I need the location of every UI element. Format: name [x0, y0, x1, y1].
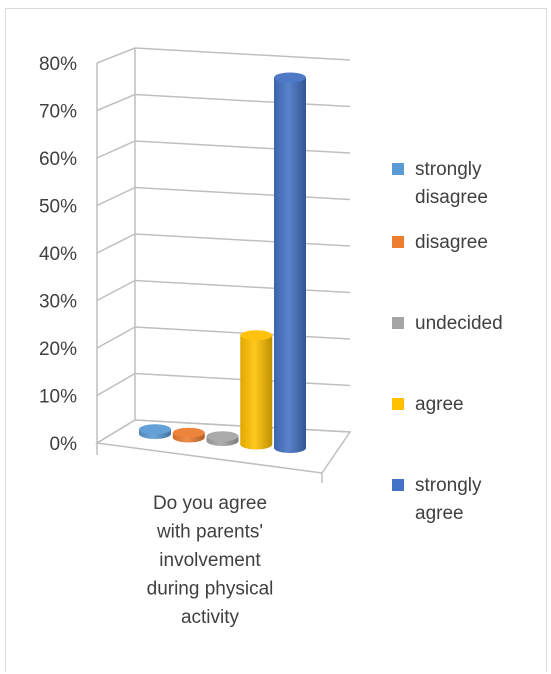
y-tick-label: 70% — [39, 102, 77, 123]
bar-cylinder — [139, 424, 171, 439]
y-tick-label: 80% — [39, 54, 77, 75]
legend-label: disagree — [415, 232, 488, 253]
y-tick-label: 0% — [50, 434, 78, 455]
gridline-back-wall — [134, 186, 351, 201]
legend: stronglydisagreedisagreeundecidedagreest… — [392, 159, 503, 524]
legend-label: disagree — [415, 187, 488, 208]
gridline-back-wall — [134, 140, 351, 154]
legend-swatch — [392, 479, 404, 491]
legend-item: strongly disagree — [392, 159, 488, 208]
category-label-line: Do you agree — [153, 493, 267, 514]
gridlines — [96, 47, 351, 444]
gridline-left-wall — [96, 326, 136, 349]
legend-label: undecided — [415, 313, 503, 334]
category-label-line: involvement — [159, 550, 261, 571]
legend-swatch — [392, 398, 404, 410]
y-tick-label: 10% — [39, 387, 77, 408]
bar-top — [139, 424, 171, 435]
legend-item: disagree — [392, 232, 488, 253]
y-tick-label: 40% — [39, 244, 77, 265]
bar-body — [274, 77, 306, 453]
legend-label: strongly — [415, 159, 482, 180]
legend-swatch — [392, 163, 404, 175]
gridline-left-wall — [96, 140, 136, 159]
gridline-left-wall — [96, 186, 136, 207]
y-tick-label: 30% — [39, 292, 77, 313]
bar-top — [274, 72, 306, 83]
gridline-back-wall — [134, 279, 351, 294]
legend-label: strongly — [415, 475, 482, 496]
y-tick-label: 60% — [39, 149, 77, 170]
floor-outline — [94, 419, 352, 474]
gridline-left-wall — [96, 47, 136, 64]
category-label: Do you agree with parents' involvement duri… — [147, 493, 274, 628]
bar-cylinder — [240, 330, 273, 450]
bar-cylinder — [274, 72, 306, 453]
gridline-back-wall — [134, 47, 351, 61]
gridline-left-wall — [96, 419, 136, 444]
legend-item: undecided — [392, 313, 503, 334]
bar-top — [206, 431, 239, 442]
gridline-left-wall — [96, 372, 136, 397]
gridline-left-wall — [96, 279, 136, 302]
bars — [139, 72, 306, 453]
legend-item: strongly agree — [392, 475, 482, 524]
bar-top — [172, 427, 205, 438]
chart-frame — [5, 8, 547, 672]
y-tick-label: 50% — [39, 197, 77, 218]
bar-body — [240, 335, 273, 450]
legend-swatch — [392, 236, 404, 248]
category-label-line: activity — [181, 607, 240, 628]
chart-walls — [94, 48, 352, 483]
gridline-back-wall — [134, 93, 351, 108]
legend-swatch — [392, 317, 404, 329]
category-label-line: during physical — [147, 579, 274, 600]
legend-label: agree — [415, 394, 464, 415]
bar-cylinder — [172, 427, 205, 443]
legend-item: agree — [392, 394, 464, 415]
bar-cylinder — [206, 431, 239, 447]
gridline-left-wall — [96, 233, 136, 254]
legend-label: agree — [415, 503, 464, 524]
y-axis-tick-labels: 0% 10% 20% 30% 40% 50% 60% 70% 80% — [39, 54, 77, 455]
gridline-back-wall — [134, 233, 351, 247]
gridline-left-wall — [96, 93, 136, 112]
bar-top — [240, 330, 273, 341]
category-label-line: with parents' — [156, 522, 263, 543]
y-tick-label: 20% — [39, 339, 77, 360]
